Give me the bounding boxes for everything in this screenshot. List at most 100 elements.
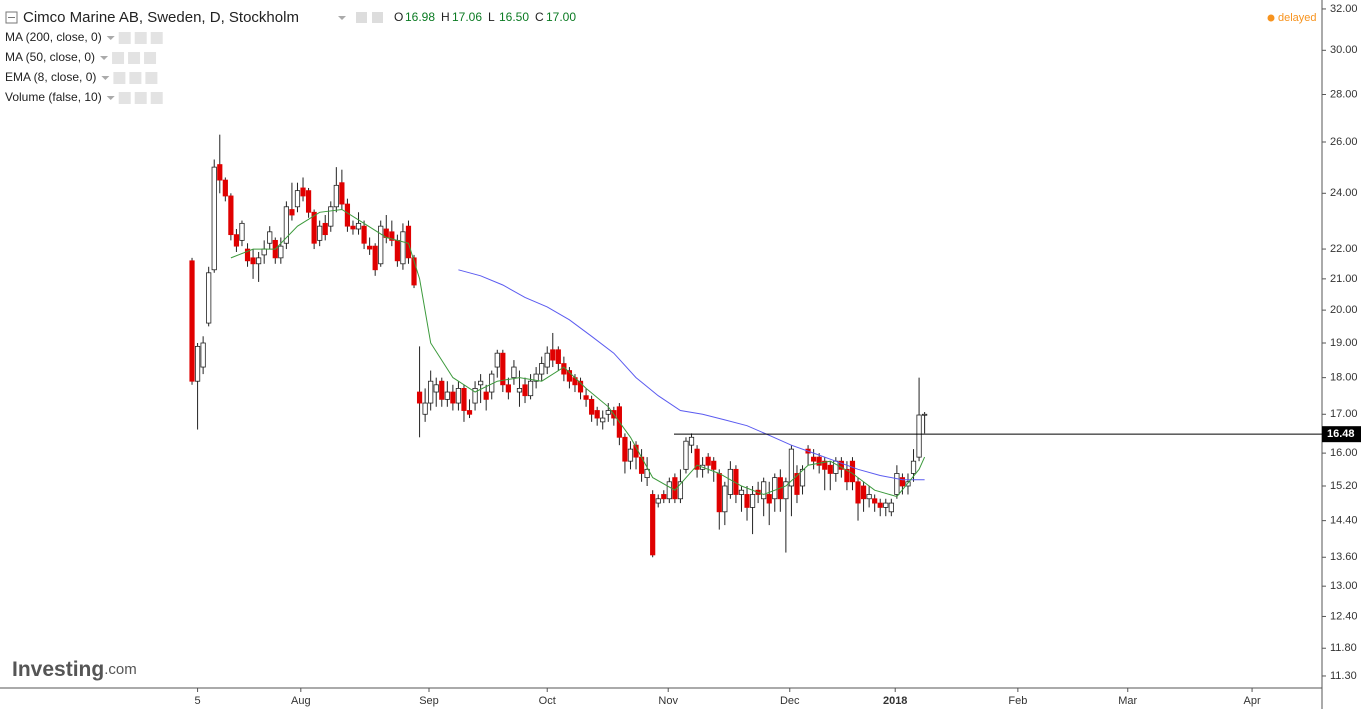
chart-title: Cimco Marine AB, Sweden, D, Stockholm (23, 9, 299, 26)
y-tick-label: 11.80 (1330, 642, 1357, 654)
candle-body (627, 448, 634, 462)
candle-body (666, 481, 672, 500)
candle-body (877, 502, 883, 508)
y-tick-label: 26.00 (1330, 136, 1358, 148)
dropdown-arrow[interactable] (100, 56, 109, 60)
indicator-list: MA (200, close, 0) MA (50, close, 0) EMA (… (5, 30, 163, 104)
indicator-icon[interactable] (128, 52, 141, 64)
candle-body (605, 410, 611, 415)
candle-body (827, 464, 833, 474)
candle-body (405, 225, 412, 259)
candle-body (267, 231, 273, 244)
candle-body (422, 402, 428, 415)
candle-body (860, 485, 867, 500)
indicator-icon[interactable] (112, 52, 125, 64)
y-tick-label: 13.00 (1330, 580, 1358, 592)
candle-body (344, 203, 351, 227)
brand: Investing.com (12, 658, 137, 681)
dropdown-arrow[interactable] (106, 96, 115, 100)
indicator-label: EMA (8, close, 0) (5, 70, 96, 84)
candle-body (372, 245, 378, 271)
settings-icon[interactable] (372, 12, 383, 23)
candle-body (389, 231, 395, 241)
status: delayed (1278, 12, 1317, 24)
candle-body (367, 245, 373, 250)
y-tick-label: 17.00 (1330, 408, 1358, 420)
price-label-box (1322, 426, 1361, 443)
y-tick-label: 12.40 (1330, 610, 1358, 622)
candle-body (466, 410, 473, 415)
candle-body (206, 272, 212, 324)
candle-body (688, 436, 695, 446)
candle-body (916, 414, 922, 458)
ohlc-header: O 16.98 H 17.06 L 16.50 C 17.00 (394, 10, 576, 24)
ohlc-key: H (441, 10, 450, 24)
dropdown-arrow[interactable] (106, 36, 115, 40)
candle-body (811, 456, 817, 462)
candle-body (244, 248, 251, 262)
candle-body (727, 468, 733, 495)
settings-icon[interactable] (356, 12, 367, 23)
candle-body (738, 489, 745, 495)
candle-body (661, 494, 667, 500)
dropdown-arrow[interactable] (101, 76, 110, 80)
candle-body (711, 460, 717, 470)
candle-body (472, 388, 478, 404)
candle-body (849, 460, 856, 483)
indicator-icon[interactable] (129, 72, 142, 84)
candle-body (594, 410, 600, 419)
candle-body (300, 187, 306, 197)
ohlc-key: C (535, 10, 544, 24)
candle-body (872, 498, 878, 504)
x-tick-label: Nov (658, 695, 678, 707)
candle-body (400, 231, 406, 265)
y-tick-label: 15.20 (1330, 480, 1358, 492)
collapse-icon[interactable] (5, 11, 18, 24)
candle-body (788, 448, 795, 487)
candle-body (394, 239, 400, 262)
indicator-icon[interactable] (144, 52, 157, 64)
candle-body (283, 206, 289, 244)
candle-body (194, 345, 201, 382)
candle-body (378, 225, 384, 265)
candle-body (622, 436, 628, 462)
candle-body (555, 349, 561, 364)
y-tick-label: 22.00 (1330, 243, 1358, 255)
indicator-icon[interactable] (134, 32, 147, 44)
candle-body (589, 398, 595, 415)
indicator-icon[interactable] (150, 92, 163, 104)
candle-body (250, 257, 256, 265)
x-tick-label: Oct (539, 695, 556, 707)
ohlc-key: L (488, 10, 495, 24)
candle-body (455, 388, 462, 404)
indicator-icon[interactable] (134, 92, 147, 104)
indicator-icon[interactable] (113, 72, 126, 84)
y-tick-label: 16.00 (1330, 447, 1358, 459)
ohlc-key: O (394, 10, 403, 24)
candle-body (361, 225, 367, 244)
ohlc-value: 17.00 (546, 10, 576, 24)
indicator-icon[interactable] (118, 92, 131, 104)
y-tick-label: 21.00 (1330, 273, 1358, 285)
indicator-icon[interactable] (150, 32, 163, 44)
indicator-icon[interactable] (145, 72, 158, 84)
candle-body (799, 468, 806, 487)
candle-body (888, 502, 894, 513)
dropdown-arrow[interactable] (338, 16, 346, 20)
candle-body (494, 352, 500, 368)
candle-body (317, 225, 323, 241)
y-tick-label: 28.00 (1330, 88, 1358, 100)
candle-body (677, 481, 684, 500)
indicator-icon[interactable] (118, 32, 131, 44)
indicator-label: MA (200, close, 0) (5, 30, 102, 44)
y-tick-label: 24.00 (1330, 187, 1358, 199)
candle-body (516, 388, 523, 393)
candle-body (505, 384, 511, 393)
ohlc-value: 16.50 (499, 10, 529, 24)
brand-suffix: .com (104, 661, 137, 678)
y-tick-label: 30.00 (1330, 44, 1358, 56)
candle-body (527, 380, 534, 397)
candle-body (322, 222, 328, 236)
candle-body (294, 190, 301, 208)
